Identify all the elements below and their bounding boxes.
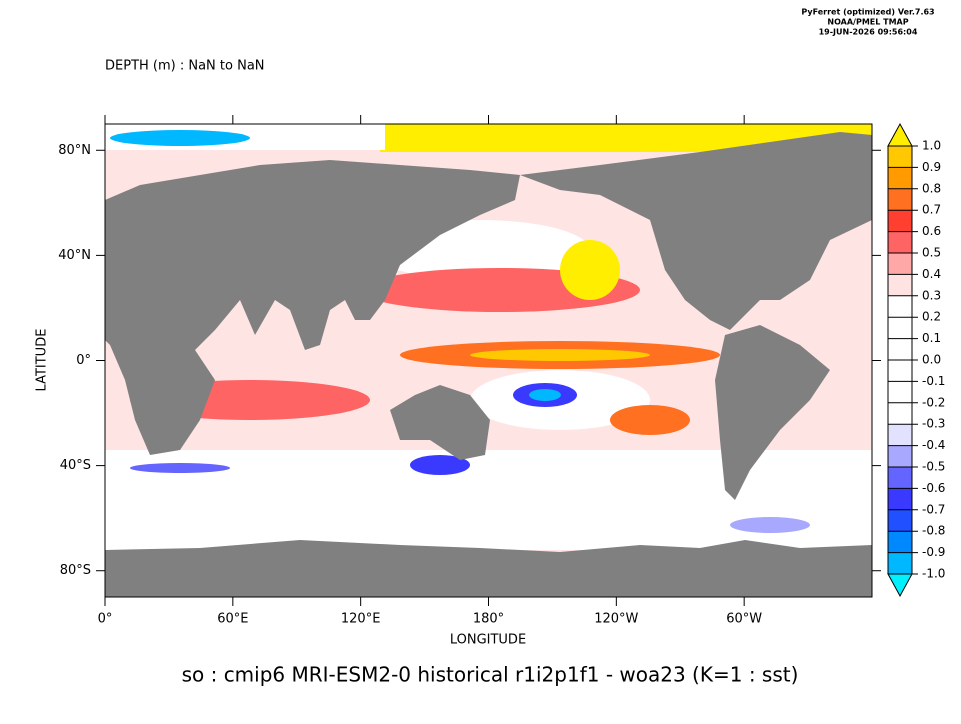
colorbar-label: 0.6 xyxy=(922,224,941,238)
colorbar-cell xyxy=(888,210,912,232)
colorbar-label: 0.3 xyxy=(922,288,941,302)
cold-band xyxy=(130,463,230,473)
cold-core xyxy=(410,455,470,475)
colorbar-cell xyxy=(888,338,912,360)
colorbar-label: -0.1 xyxy=(922,374,945,388)
colorbar-extension xyxy=(887,573,913,598)
colorbar-cell xyxy=(888,274,912,296)
colorbar-cell xyxy=(888,317,912,339)
colorbar-cell xyxy=(888,467,912,489)
colorbar-cell xyxy=(888,488,912,510)
x-tick-label: 60°W xyxy=(726,612,762,627)
y-tick-label: 80°S xyxy=(60,563,91,578)
y-tick-label: 80°N xyxy=(58,143,91,158)
land xyxy=(105,540,872,597)
x-axis-label: LONGITUDE xyxy=(450,633,526,648)
colorbar-cell xyxy=(888,167,912,189)
x-tick-label: 60°E xyxy=(217,612,248,627)
colorbar-cell xyxy=(888,509,912,532)
x-tick-label: 0° xyxy=(98,612,113,627)
map-field xyxy=(105,124,872,597)
land xyxy=(715,325,830,500)
arctic-cold xyxy=(110,130,250,146)
program: PyFerret (optimized) Ver.7.63 xyxy=(801,8,934,17)
x-tick-label: 180° xyxy=(473,612,504,627)
colorbar-label: -0.4 xyxy=(922,438,945,452)
land xyxy=(105,160,520,455)
colorbar-cell xyxy=(888,231,912,253)
colorbar-cell xyxy=(888,531,912,553)
y-tick-label: 40°S xyxy=(60,458,91,473)
colorbar-label: -0.2 xyxy=(922,395,945,409)
x-tick-label: 120°W xyxy=(594,612,638,627)
colorbar-cell xyxy=(888,188,912,211)
colorbar-cell xyxy=(888,424,912,446)
cold-band xyxy=(730,517,810,533)
y-axis-label: LATITUDE xyxy=(35,329,50,392)
chart-title: DEPTH (m) : NaN to NaN xyxy=(105,59,265,74)
colorbar-label: -1.0 xyxy=(922,567,945,581)
date: 19-JUN-2026 09:56:04 xyxy=(819,28,918,37)
colorbar-label: 0.1 xyxy=(922,331,941,345)
colorbar-label: -0.5 xyxy=(922,460,945,474)
colorbar-label: 0.9 xyxy=(922,160,941,174)
colorbar-cell xyxy=(888,295,912,318)
colorbar-cell xyxy=(888,381,912,403)
colorbar-cell xyxy=(888,402,912,425)
y-tick-label: 40°N xyxy=(58,248,91,263)
colorbar-label: 0.5 xyxy=(922,246,941,260)
colorbar-label: -0.8 xyxy=(922,524,945,538)
colorbar-cell xyxy=(888,552,912,574)
colorbar-label: 0.2 xyxy=(922,310,941,324)
land xyxy=(390,385,490,460)
y-tick-label: 0° xyxy=(76,353,91,368)
org: NOAA/PMEL TMAP xyxy=(827,18,908,27)
cold-core xyxy=(529,389,561,401)
colorbar-label: -0.6 xyxy=(922,481,945,495)
colorbar-label: -0.7 xyxy=(922,502,945,516)
colorbar-label: 0.0 xyxy=(922,353,941,367)
land xyxy=(520,132,872,330)
colorbar-label: 0.7 xyxy=(922,203,941,217)
warm-core xyxy=(560,240,620,300)
southern-ocean xyxy=(105,450,872,550)
colorbar-label: 0.4 xyxy=(922,267,941,281)
colorbar-cell xyxy=(888,360,912,382)
subtitle: so : cmip6 MRI-ESM2-0 historical r1i2p1f… xyxy=(182,663,799,687)
colorbar-label: -0.3 xyxy=(922,417,945,431)
colorbar-cell xyxy=(888,445,912,467)
colorbar-cell xyxy=(888,146,912,168)
colorbar-extension xyxy=(887,122,913,147)
warm-band xyxy=(610,405,690,435)
colorbar-label: -0.9 xyxy=(922,545,945,559)
colorbar-label: 0.8 xyxy=(922,181,941,195)
x-tick-label: 120°E xyxy=(341,612,381,627)
warm-core xyxy=(470,349,650,361)
colorbar-cell xyxy=(888,253,912,275)
colorbar-label: 1.0 xyxy=(922,139,941,153)
